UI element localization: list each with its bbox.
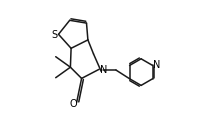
Text: N: N (153, 60, 160, 70)
Text: N: N (100, 65, 107, 75)
Text: O: O (69, 99, 77, 109)
Text: S: S (52, 30, 58, 40)
